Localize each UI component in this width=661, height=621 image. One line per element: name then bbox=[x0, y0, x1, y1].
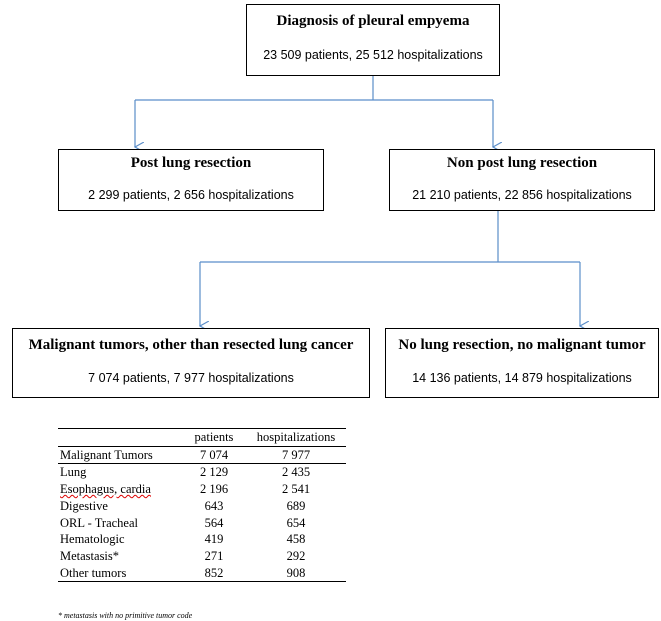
row-patients: 643 bbox=[204, 498, 224, 513]
row-label: Other tumors bbox=[58, 564, 182, 583]
row-patients: 271 bbox=[204, 548, 224, 563]
empyema-diagnosis-counts: 23 509 patients, 25 512 hospitalizations bbox=[263, 48, 483, 62]
non-post-resection-box: Non post lung resection 21 210 patients,… bbox=[389, 149, 655, 211]
table-row: Digestive 643 689 bbox=[58, 498, 346, 515]
table-header-patients: patients bbox=[182, 428, 246, 447]
row-patients: 852 bbox=[182, 564, 246, 583]
row-label: Lung bbox=[60, 465, 87, 480]
row-label: Metastasis* bbox=[60, 548, 120, 563]
table-row: Other tumors 852 908 bbox=[58, 564, 346, 583]
row-hospitalizations: 458 bbox=[286, 532, 306, 547]
row-label-text: Esophagus, cardia bbox=[60, 482, 151, 497]
post-resection-box: Post lung resection 2 299 patients, 2 65… bbox=[58, 149, 324, 211]
table-row: Hematologic 419 458 bbox=[58, 531, 346, 548]
row-label: ORL - Tracheal bbox=[60, 515, 138, 530]
no-malignant-counts: 14 136 patients, 14 879 hospitalizations bbox=[412, 371, 632, 385]
row-patients: 564 bbox=[204, 515, 224, 530]
empyema-diagnosis-title: Diagnosis of pleural empyema bbox=[276, 13, 470, 29]
no-malignant-title: No lung resection, no malignant tumor bbox=[398, 337, 646, 353]
tumor-breakdown-table: patients hospitalizations Malignant Tumo… bbox=[58, 428, 346, 583]
table-row: Lung 2 129 2 435 bbox=[58, 464, 346, 481]
table-header-label bbox=[58, 428, 182, 447]
table-row: ORL - Tracheal 564 654 bbox=[58, 515, 346, 532]
table-row: Esophagus, cardia 2 196 2 541 bbox=[58, 481, 346, 498]
table-footnote: * metastasis with no primitive tumor cod… bbox=[58, 611, 193, 620]
row-hospitalizations: 2 435 bbox=[281, 465, 311, 480]
row-patients: 2 196 bbox=[199, 482, 229, 497]
empyema-diagnosis-box: Diagnosis of pleural empyema 23 509 pati… bbox=[246, 4, 500, 76]
row-patients: 2 129 bbox=[199, 465, 229, 480]
row-hospitalizations: 908 bbox=[246, 564, 346, 583]
malignant-tumors-title: Malignant tumors, other than resected lu… bbox=[28, 337, 354, 353]
row-patients: 7 074 bbox=[182, 446, 246, 465]
row-patients: 419 bbox=[204, 532, 224, 547]
table-row: Malignant Tumors 7 074 7 977 bbox=[58, 446, 346, 465]
post-resection-counts: 2 299 patients, 2 656 hospitalizations bbox=[88, 188, 294, 202]
row-hospitalizations: 292 bbox=[286, 548, 306, 563]
row-label: Digestive bbox=[60, 498, 108, 513]
row-label: Hematologic bbox=[60, 532, 125, 547]
row-hospitalizations: 654 bbox=[286, 515, 306, 530]
row-label: Esophagus, cardia bbox=[58, 481, 182, 498]
row-hospitalizations: 2 541 bbox=[281, 482, 311, 497]
table-header-hospitalizations: hospitalizations bbox=[246, 428, 346, 447]
post-resection-title: Post lung resection bbox=[130, 155, 252, 171]
non-post-resection-title: Non post lung resection bbox=[446, 155, 598, 171]
row-hospitalizations: 7 977 bbox=[246, 446, 346, 465]
no-malignant-box: No lung resection, no malignant tumor 14… bbox=[385, 328, 659, 398]
table-row: Metastasis* 271 292 bbox=[58, 548, 346, 565]
non-post-resection-counts: 21 210 patients, 22 856 hospitalizations bbox=[412, 188, 632, 202]
row-label: Malignant Tumors bbox=[58, 446, 182, 465]
malignant-tumors-counts: 7 074 patients, 7 977 hospitalizations bbox=[88, 371, 294, 385]
table-header-row: patients hospitalizations bbox=[58, 428, 346, 447]
row-hospitalizations: 689 bbox=[286, 498, 306, 513]
malignant-tumors-box: Malignant tumors, other than resected lu… bbox=[12, 328, 370, 398]
